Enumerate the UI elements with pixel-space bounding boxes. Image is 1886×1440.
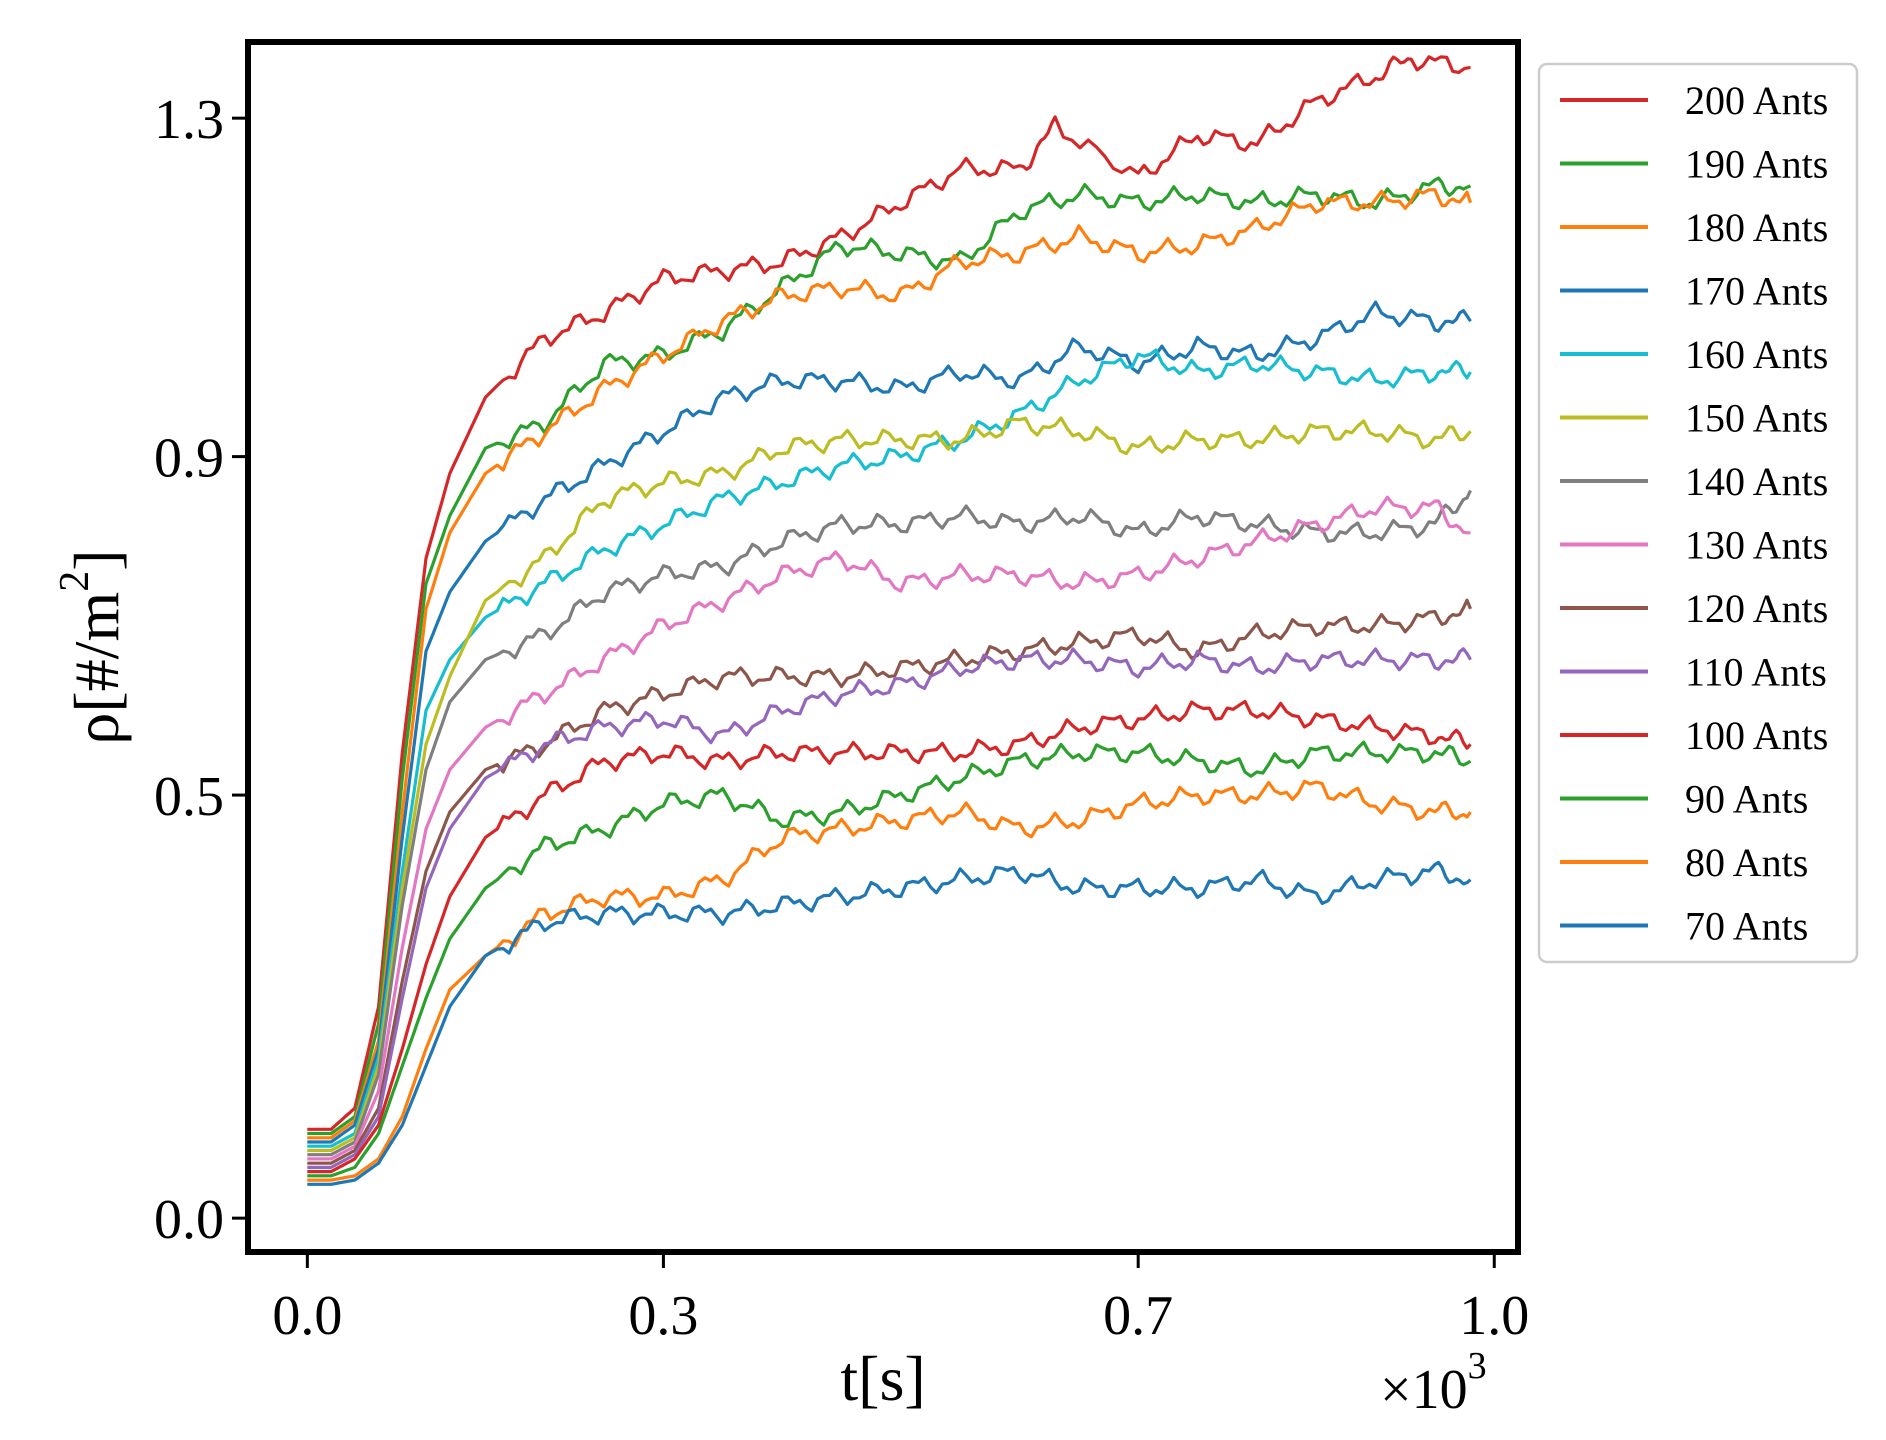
y-tick-label: 1.3 [154, 89, 224, 151]
series-line [307, 55, 1471, 1131]
x-tick-label: 0.0 [272, 1285, 342, 1347]
x-axis-multiplier: ×103 [1380, 1345, 1487, 1421]
series-line [307, 176, 1472, 1136]
series-line [307, 779, 1472, 1182]
series-lines [307, 55, 1473, 1186]
legend-label: 170 Ants [1685, 269, 1828, 314]
x-axis: 0.0 0.3 0.7 1.0 [272, 1252, 1529, 1347]
legend-box [1537, 62, 1859, 964]
y-tick-label: 0.0 [154, 1189, 224, 1251]
plot-frame [245, 39, 1521, 1255]
legend-label: 160 Ants [1685, 332, 1828, 377]
y-tick-label: 0.5 [154, 766, 224, 828]
legend-label: 80 Ants [1685, 840, 1808, 885]
legend-label: 100 Ants [1685, 713, 1828, 758]
legend-label: 150 Ants [1685, 396, 1828, 441]
series-line [307, 598, 1472, 1165]
y-axis: 0.0 0.5 0.9 1.3 [154, 89, 248, 1251]
legend-label: 130 Ants [1685, 523, 1828, 568]
x-tick-label: 1.0 [1459, 1285, 1529, 1347]
legend-label: 190 Ants [1685, 142, 1828, 187]
legend-label: 90 Ants [1685, 777, 1808, 822]
series-line [307, 860, 1472, 1186]
x-tick-label: 0.3 [628, 1285, 698, 1347]
series-line [307, 740, 1472, 1178]
series-line [307, 300, 1472, 1144]
legend: 200 Ants 190 Ants 180 Ants 170 Ants 160 Ants… [1537, 62, 1859, 964]
legend-label: 140 Ants [1685, 459, 1828, 504]
series-line [307, 647, 1472, 1170]
legend-label: 180 Ants [1685, 205, 1828, 250]
legend-label: 70 Ants [1685, 904, 1808, 949]
series-line [307, 489, 1472, 1157]
x-tick-label: 0.7 [1103, 1285, 1173, 1347]
series-line [307, 348, 1472, 1148]
y-tick-label: 0.9 [154, 428, 224, 490]
legend-label: 110 Ants [1685, 650, 1827, 695]
series-line [307, 495, 1471, 1161]
series-line [307, 188, 1473, 1140]
x-axis-label: t[s] [840, 1343, 925, 1414]
legend-label: 120 Ants [1685, 586, 1828, 631]
series-line [307, 699, 1472, 1174]
legend-label: 200 Ants [1685, 78, 1828, 123]
y-axis-label: ρ[#/m2] [52, 549, 132, 744]
series-line [307, 416, 1472, 1153]
